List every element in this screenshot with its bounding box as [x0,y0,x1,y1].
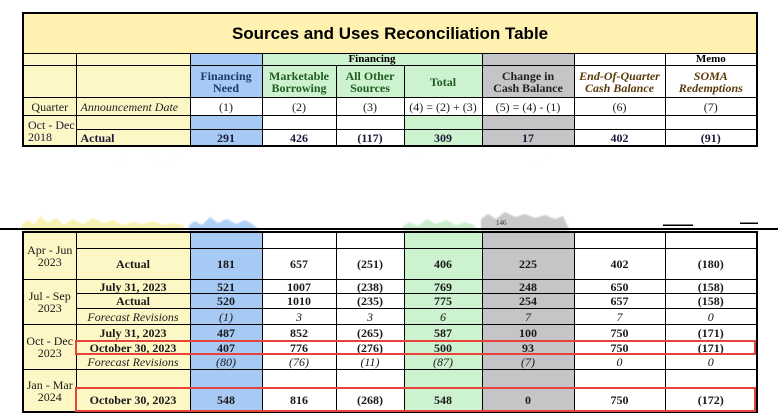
svg-text:146: 146 [496,219,507,227]
